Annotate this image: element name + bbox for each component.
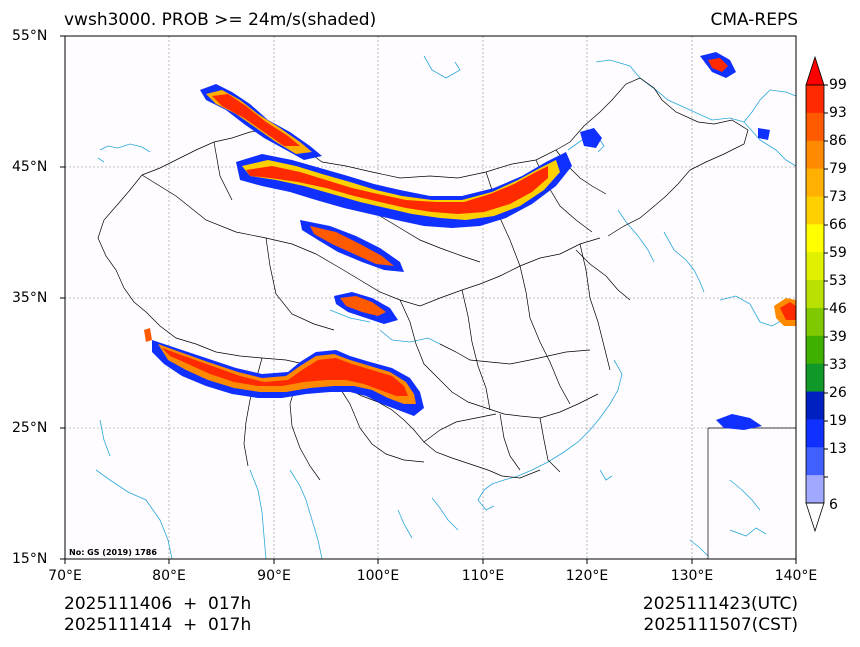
lon-label-100e: 100°E <box>356 568 400 584</box>
colorbar-segment <box>806 112 824 142</box>
colorbar <box>805 55 828 533</box>
lon-label-130e: 130°E <box>670 568 714 584</box>
colorbar-label-6: 6 <box>829 497 838 513</box>
lat-label-55n: 55°N <box>12 28 48 44</box>
colorbar-label-93: 93 <box>829 105 847 121</box>
colorbar-segment <box>806 252 824 281</box>
colorbar-label-39: 39 <box>829 329 847 345</box>
colorbar-label-73: 73 <box>829 189 847 205</box>
map-plot-area <box>65 36 796 559</box>
colorbar-label-26: 26 <box>829 385 847 401</box>
lat-label-25n: 25°N <box>12 420 48 436</box>
colorbar-segment <box>806 168 824 197</box>
colorbar-segment <box>806 475 824 504</box>
colorbar-segment <box>806 307 824 337</box>
lat-label-15n: 15°N <box>12 551 48 567</box>
colorbar-segment <box>806 224 824 253</box>
colorbar-segments <box>806 85 824 504</box>
approval-number: No: GS (2019) 1786 <box>69 548 157 557</box>
colorbar-segment <box>806 447 824 476</box>
colorbar-segment <box>806 363 824 393</box>
lat-label-35n: 35°N <box>12 290 48 306</box>
colorbar-over-arrow <box>805 55 825 86</box>
probability-field <box>144 52 796 430</box>
colorbar-label-59: 59 <box>829 245 847 261</box>
lon-label-140e: 140°E <box>774 568 818 584</box>
colorbar-segment <box>806 85 824 114</box>
colorbar-segment <box>806 140 824 170</box>
lat-label-45n: 45°N <box>12 159 48 175</box>
valid-time-cst: 2025111507(CST) <box>643 615 798 635</box>
graticule <box>65 36 796 559</box>
colorbar-segment <box>806 335 824 365</box>
lon-label-110e: 110°E <box>461 568 505 584</box>
colorbar-label-13: 13 <box>829 441 847 457</box>
lon-label-70e: 70°E <box>48 568 82 584</box>
lon-label-120e: 120°E <box>565 568 609 584</box>
lon-label-80e: 80°E <box>152 568 186 584</box>
colorbar-label-53: 53 <box>829 273 847 289</box>
colorbar-label-46: 46 <box>829 301 847 317</box>
model-name: CMA-REPS <box>710 10 798 30</box>
map-title: vwsh3000. PROB >= 24m/s(shaded) <box>64 10 377 30</box>
run-time-cst: 2025111414 + 017h <box>64 615 252 635</box>
colorbar-label-66: 66 <box>829 217 847 233</box>
axis-ticks <box>60 35 797 564</box>
colorbar-segment <box>806 419 824 448</box>
run-time-utc: 2025111406 + 017h <box>64 594 252 614</box>
colorbar-under-arrow <box>805 502 825 533</box>
colorbar-label-79: 79 <box>829 161 847 177</box>
colorbar-segment <box>806 280 824 309</box>
coastlines <box>95 55 796 559</box>
colorbar-label-99: 99 <box>829 77 847 93</box>
colorbar-label-19: 19 <box>829 413 847 429</box>
colorbar-segment <box>806 196 824 225</box>
valid-time-utc: 2025111423(UTC) <box>642 594 798 614</box>
colorbar-segment <box>806 391 824 420</box>
colorbar-label-33: 33 <box>829 357 847 373</box>
lon-label-90e: 90°E <box>257 568 291 584</box>
colorbar-label-86: 86 <box>829 133 847 149</box>
